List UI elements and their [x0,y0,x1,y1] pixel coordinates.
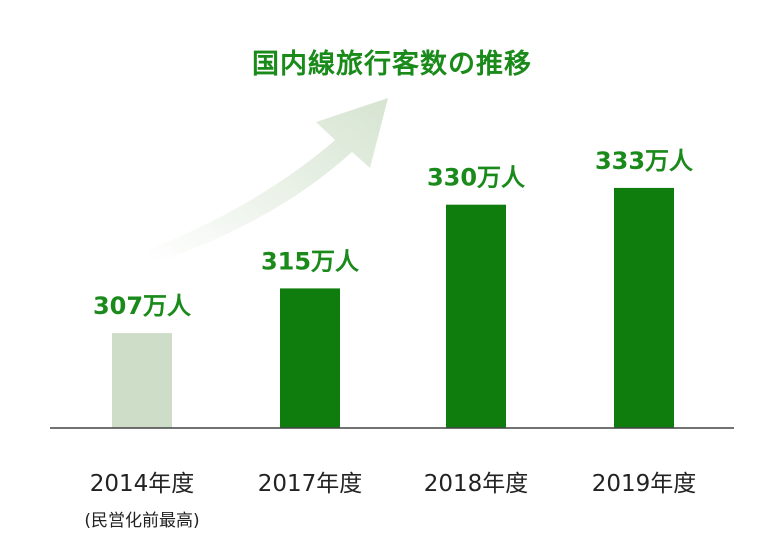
x-tick-label: 2014年度 [90,471,195,497]
data-label: 330万人 [427,164,525,192]
chart-title: 国内線旅行客数の推移 [252,49,532,80]
bar-2014年度 [112,333,172,428]
bar-2019年度 [614,187,674,428]
x-tick-label: 2017年度 [258,471,363,497]
x-tick-label: 2018年度 [424,471,529,497]
data-label: 307万人 [93,292,191,320]
bar-2017年度 [280,288,340,428]
trend-arrow-icon [148,98,388,262]
x-tick-note: (民営化前最高) [84,511,199,531]
data-label: 333万人 [595,147,693,175]
bar-2018年度 [446,204,506,428]
data-label: 315万人 [261,247,359,275]
x-tick-label: 2019年度 [592,471,697,497]
